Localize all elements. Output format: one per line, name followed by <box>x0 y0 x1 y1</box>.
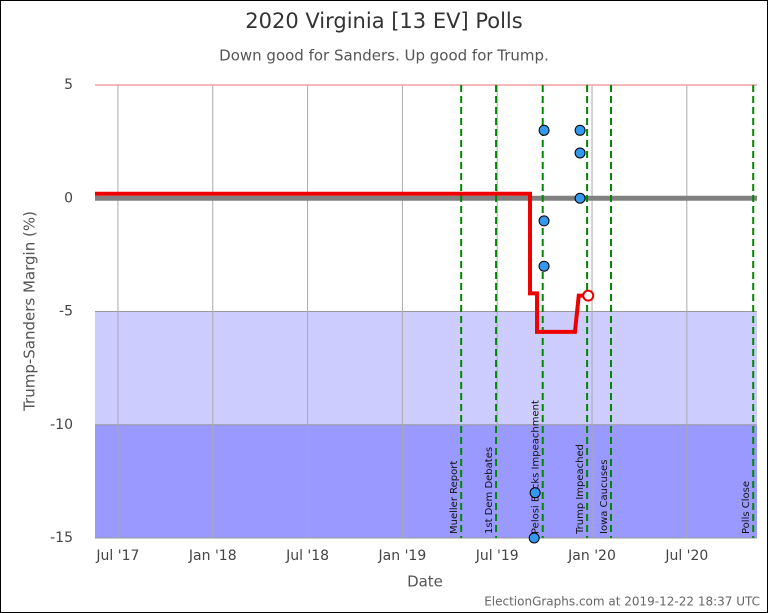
event-label: Trump Impeached <box>575 444 586 535</box>
x-axis-label: Date <box>407 573 443 591</box>
poll-point <box>574 147 586 159</box>
average-line <box>95 191 589 334</box>
poll-point <box>538 215 550 227</box>
y-tick-label: -10 <box>50 417 73 433</box>
event-label: Mueller Report <box>449 461 460 534</box>
poll-point <box>538 124 550 136</box>
poll-point <box>574 192 586 204</box>
poll-point <box>538 260 550 272</box>
y-tick-label: -15 <box>50 530 73 546</box>
chart-subtitle: Down good for Sanders. Up good for Trump… <box>219 47 549 65</box>
x-tick-label: Jul '18 <box>285 548 329 564</box>
chart-title: 2020 Virginia [13 EV] Polls <box>245 9 522 33</box>
x-tick-label: Jul '17 <box>95 548 139 564</box>
band <box>95 311 757 425</box>
band <box>95 424 757 538</box>
poll-point <box>574 124 586 136</box>
x-tick-label: Jan '20 <box>567 548 616 564</box>
y-tick-label: 0 <box>64 190 73 206</box>
line-end <box>582 289 595 302</box>
event-label: 1st Dem Debates <box>484 447 495 534</box>
poll-point <box>529 487 541 499</box>
event-label: Iowa Caucuses <box>599 460 610 534</box>
footer: ElectionGraphs.com at 2019-12-22 18:37 U… <box>484 595 760 609</box>
x-tick-label: Jan '19 <box>378 548 427 564</box>
y-tick-label: 5 <box>64 77 73 93</box>
event-label: Polls Close <box>741 481 752 534</box>
event-label: Pelosi Backs Impeachment <box>531 400 542 534</box>
x-tick-label: Jul '19 <box>475 548 519 564</box>
y-axis-label: Trump-Sanders Margin (%) <box>21 211 39 412</box>
y-tick-label: -5 <box>59 304 73 320</box>
poll-point <box>528 532 540 544</box>
x-tick-label: Jul '20 <box>664 548 708 564</box>
x-tick-label: Jan '18 <box>188 548 237 564</box>
